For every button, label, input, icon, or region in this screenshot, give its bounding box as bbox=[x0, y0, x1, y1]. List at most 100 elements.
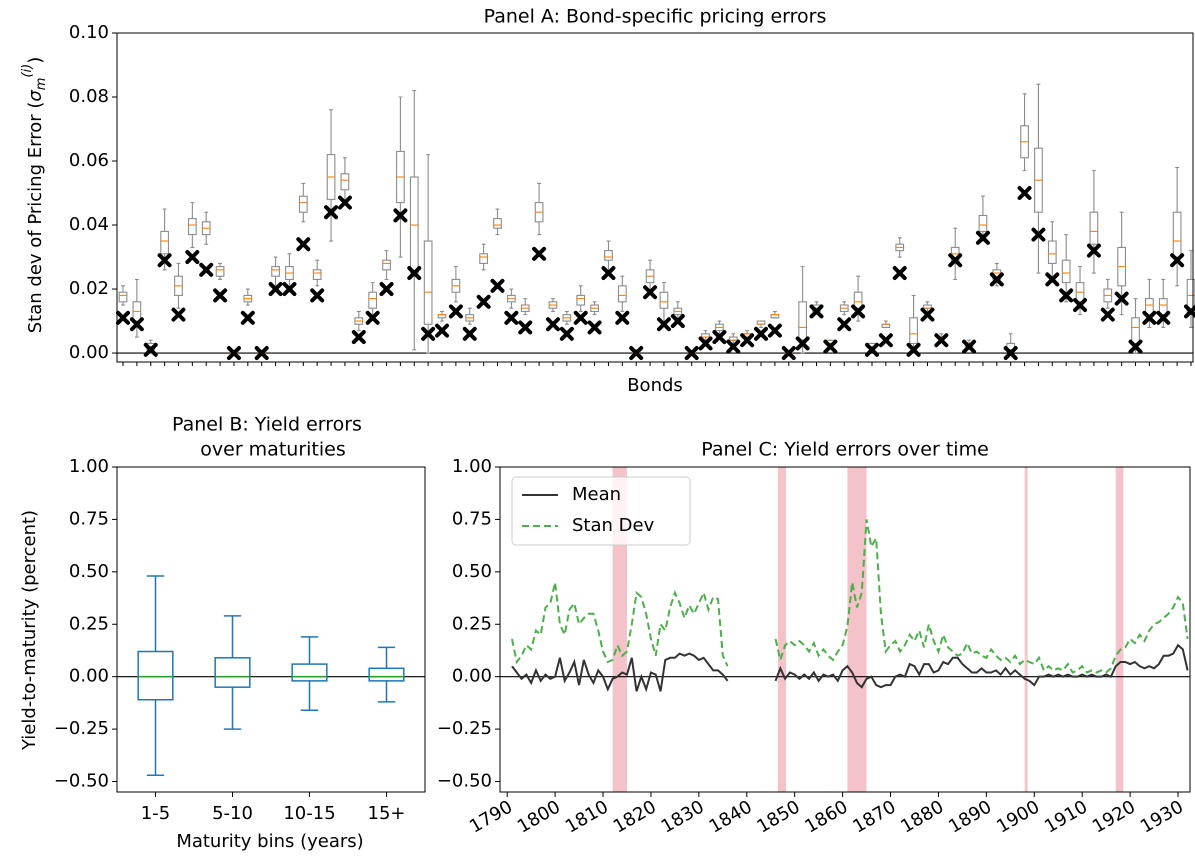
x-tick-label: 1900 bbox=[993, 796, 1043, 837]
x-marker bbox=[740, 333, 755, 348]
whisker-high bbox=[134, 278, 139, 302]
box bbox=[160, 230, 169, 255]
whisker-low bbox=[481, 263, 486, 271]
x-tick-label: 1790 bbox=[466, 796, 516, 837]
x-marker bbox=[282, 282, 297, 297]
x-marker bbox=[754, 326, 769, 341]
x-marker bbox=[199, 262, 214, 277]
whisker-high bbox=[190, 202, 195, 219]
ylabel-sup: (i) bbox=[20, 64, 35, 78]
x-marker bbox=[837, 317, 852, 332]
legend-label: Stan Dev bbox=[572, 515, 655, 536]
whisker-low bbox=[176, 295, 181, 309]
x-tick-label: 1850 bbox=[754, 796, 804, 837]
whisker-low bbox=[398, 202, 403, 258]
x-marker bbox=[324, 205, 339, 220]
y-tick-label: 1.00 bbox=[452, 456, 492, 477]
whisker-low bbox=[453, 292, 458, 303]
whisker-high bbox=[495, 208, 500, 219]
whisker-low bbox=[273, 276, 278, 287]
x-marker bbox=[116, 310, 130, 325]
y-tick-label: 0.10 bbox=[69, 22, 109, 43]
x-marker bbox=[1059, 288, 1074, 303]
whisker-low bbox=[1064, 282, 1069, 303]
whisker-high bbox=[245, 288, 250, 296]
whisker-high bbox=[1119, 211, 1124, 248]
whisker-low bbox=[509, 301, 514, 309]
whisker-low bbox=[620, 301, 625, 312]
whisker-high bbox=[1189, 250, 1193, 280]
whisker-high bbox=[897, 237, 902, 245]
whisker-high bbox=[329, 109, 333, 155]
y-tick-label: 0.00 bbox=[69, 666, 109, 687]
whisker-high bbox=[856, 275, 861, 293]
whisker-high bbox=[146, 575, 165, 652]
y-tick-label: 0.50 bbox=[452, 561, 492, 582]
whisker-high bbox=[426, 154, 431, 242]
x-marker bbox=[712, 330, 727, 345]
x-marker bbox=[421, 326, 436, 341]
whisker-high bbox=[1050, 221, 1055, 242]
x-marker bbox=[1017, 186, 1032, 201]
y-tick-label: 0.25 bbox=[69, 613, 109, 634]
box bbox=[1145, 298, 1154, 316]
x-marker bbox=[310, 288, 325, 303]
box bbox=[368, 291, 378, 309]
box bbox=[576, 294, 586, 306]
box bbox=[271, 266, 280, 277]
whisker-high bbox=[1008, 333, 1013, 344]
whisker-high bbox=[911, 294, 916, 318]
x-marker bbox=[504, 310, 519, 325]
whisker-high bbox=[1147, 278, 1152, 299]
box bbox=[1158, 298, 1168, 316]
whisker-high bbox=[481, 243, 486, 254]
x-marker bbox=[1184, 304, 1195, 319]
x-marker bbox=[656, 317, 671, 332]
shaded-period bbox=[847, 467, 867, 792]
x-marker bbox=[1114, 291, 1129, 306]
x-marker bbox=[1031, 227, 1046, 242]
whisker-high bbox=[537, 182, 542, 203]
x-tick-label: 1810 bbox=[562, 796, 612, 837]
panel-b-ylabel: Yield-to-maturity (percent) bbox=[19, 510, 40, 751]
whisker-high bbox=[578, 285, 583, 296]
x-marker bbox=[1003, 346, 1018, 361]
whisker-low bbox=[1105, 301, 1110, 309]
x-marker bbox=[615, 310, 630, 325]
whisker-low bbox=[190, 234, 195, 248]
whisker-low bbox=[377, 680, 396, 703]
whisker-low bbox=[897, 250, 902, 258]
whisker-high bbox=[287, 253, 292, 267]
box bbox=[187, 218, 197, 236]
ylabel-sub: m bbox=[34, 78, 49, 91]
whisker-low bbox=[1036, 212, 1041, 274]
whisker-high bbox=[1022, 93, 1027, 126]
axes-frame bbox=[499, 466, 1191, 793]
x-tick-label: 1830 bbox=[658, 796, 708, 837]
whisker-high bbox=[1064, 234, 1069, 261]
x-marker bbox=[643, 285, 658, 300]
box bbox=[291, 663, 328, 682]
shaded-period bbox=[1024, 467, 1028, 792]
x-marker bbox=[670, 314, 685, 329]
y-tick-label: 0.50 bbox=[69, 561, 109, 582]
whisker-high bbox=[981, 195, 985, 216]
x-marker bbox=[518, 320, 533, 335]
y-tick-label: −0.50 bbox=[54, 771, 109, 792]
y-tick-label: 0.25 bbox=[452, 613, 492, 634]
box bbox=[423, 240, 433, 325]
whisker-high bbox=[1036, 83, 1041, 149]
x-marker bbox=[448, 304, 463, 319]
y-tick-label: 0.04 bbox=[69, 214, 109, 235]
x-tick-label: 1820 bbox=[610, 796, 660, 837]
x-marker bbox=[892, 266, 907, 281]
x-marker bbox=[851, 304, 866, 319]
x-marker bbox=[268, 282, 283, 297]
ylabel-close: ) bbox=[25, 57, 46, 64]
y-tick-label: 0.00 bbox=[69, 342, 109, 363]
x-marker bbox=[393, 208, 408, 223]
x-marker bbox=[129, 317, 144, 332]
x-marker bbox=[337, 195, 352, 210]
box bbox=[340, 173, 350, 191]
x-marker bbox=[934, 333, 949, 348]
